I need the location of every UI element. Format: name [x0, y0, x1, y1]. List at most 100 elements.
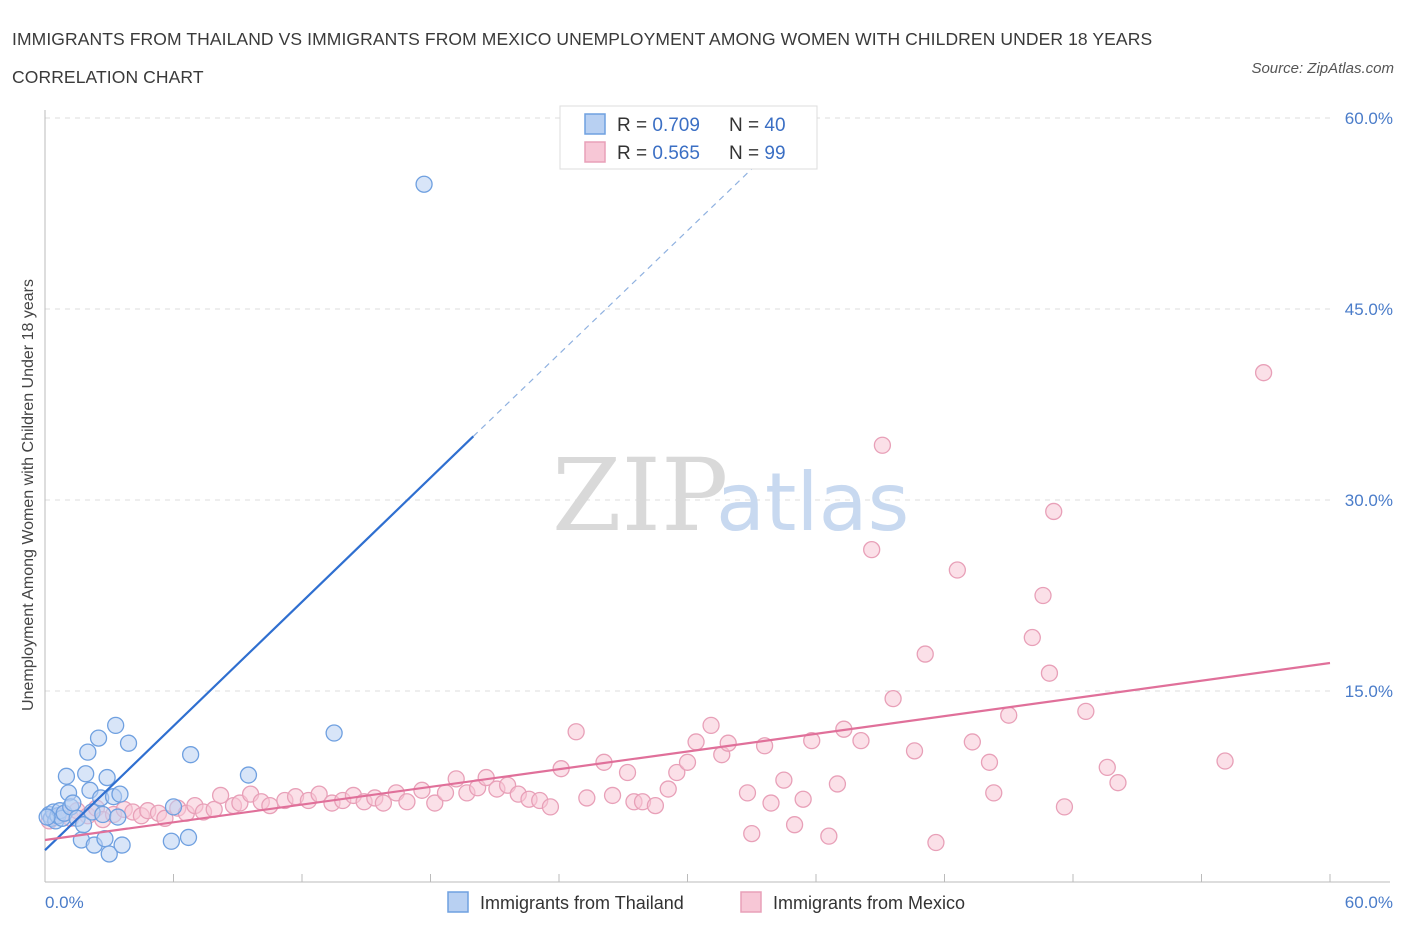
svg-text:N = 40: N = 40 [729, 115, 786, 136]
point-mexico-78 [852, 732, 870, 750]
point-thailand-29 [111, 785, 129, 803]
point-mexico-75 [820, 827, 838, 845]
legend-n-mexico: 99 [764, 143, 785, 164]
point-mexico-40 [436, 784, 455, 802]
point-mexico-60 [659, 780, 677, 798]
x-tick-label-0: 0.0% [45, 893, 84, 912]
point-mexico-91 [1034, 586, 1052, 605]
watermark-atlas: atlas [716, 456, 909, 549]
legend-n-thailand: 40 [764, 115, 785, 136]
point-mexico-37 [398, 793, 416, 811]
chart-title: IMMIGRANTS FROM THAILAND VS IMMIGRANTS F… [12, 29, 1153, 87]
legend-r-thailand: 0.709 [652, 115, 700, 136]
point-mexico-82 [905, 742, 924, 760]
point-thailand-36 [239, 766, 258, 784]
watermark-zip: ZIP [552, 437, 728, 554]
point-mexico-90 [1023, 628, 1041, 647]
point-mexico-56 [618, 763, 637, 782]
legend-swatch-thailand [584, 113, 606, 135]
point-thailand-22 [94, 805, 112, 824]
trend-lines [44, 168, 1331, 851]
bottom-legend-label-thailand[interactable]: Immigrants from Thailand [480, 893, 684, 913]
point-mexico-94 [1055, 798, 1074, 816]
point-mexico-39 [426, 794, 444, 812]
point-thailand-25 [100, 845, 118, 863]
point-mexico-70 [762, 794, 780, 812]
source-label: Source: ZipAtlas.com [1251, 60, 1394, 77]
point-thailand-37 [325, 724, 343, 742]
point-mexico-80 [873, 436, 892, 454]
svg-text:R = 0.565: R = 0.565 [617, 143, 700, 164]
point-thailand-16 [79, 743, 97, 761]
point-mexico-95 [1077, 702, 1095, 721]
point-mexico-96 [1098, 758, 1116, 777]
point-mexico-20 [211, 786, 230, 805]
point-thailand-39 [38, 808, 56, 826]
point-thailand-32 [162, 832, 181, 850]
point-mexico-86 [963, 733, 981, 751]
point-mexico-59 [646, 796, 665, 815]
bottom-legend: Immigrants from Thailand Immigrants from… [447, 891, 965, 913]
point-mexico-73 [794, 790, 812, 808]
trend-line-mexico [44, 661, 1331, 842]
point-mexico-81 [884, 689, 902, 708]
point-mexico-61 [668, 763, 686, 782]
point-mexico-66 [719, 734, 737, 752]
point-mexico-72 [785, 816, 804, 834]
grid-lines [45, 117, 1330, 692]
point-mexico-93 [1045, 502, 1063, 521]
point-mexico-98 [1216, 752, 1234, 770]
legend-r-mexico: 0.565 [652, 143, 700, 164]
point-mexico-71 [775, 771, 793, 789]
point-thailand-8 [57, 767, 76, 785]
point-thailand-20 [89, 729, 108, 747]
point-mexico-68 [743, 824, 761, 843]
legend-r-label-mexico: R = [617, 143, 652, 164]
point-mexico-87 [980, 753, 999, 771]
point-mexico-64 [702, 716, 720, 735]
point-mexico-63 [687, 733, 705, 751]
point-thailand-15 [77, 765, 95, 783]
y-tick-label-0: 15.0% [1345, 682, 1393, 701]
bottom-legend-swatch-thailand[interactable] [447, 891, 469, 913]
point-mexico-38 [413, 781, 431, 799]
y-axis-title: Unemployment Among Women with Children U… [20, 279, 37, 711]
point-mexico-35 [374, 794, 393, 812]
point-mexico-55 [603, 786, 622, 805]
x-tick-label-1: 60.0% [1345, 893, 1393, 912]
legend-swatch-mexico [584, 141, 606, 163]
tick-labels: 15.0% 30.0% 45.0% 60.0% 0.0% 60.0% [45, 109, 1393, 912]
point-mexico-85 [948, 561, 966, 579]
point-mexico-79 [863, 541, 881, 559]
trend-line-thailand-extension [472, 168, 753, 437]
point-thailand-35 [181, 746, 200, 764]
point-thailand-14 [74, 816, 93, 834]
legend-box: R = 0.709 N = 40 R = 0.565 N = 99 [559, 105, 818, 170]
point-mexico-88 [985, 784, 1003, 802]
point-mexico-89 [1000, 706, 1018, 724]
point-mexico-67 [738, 784, 757, 802]
y-tick-label-2: 45.0% [1345, 300, 1393, 319]
point-mexico-50 [541, 798, 560, 816]
point-mexico-25 [261, 796, 279, 815]
svg-text:R = 0.709: R = 0.709 [617, 115, 700, 136]
point-mexico-84 [927, 833, 945, 852]
point-thailand-27 [107, 716, 125, 735]
legend-n-label-mexico: N = [729, 143, 764, 164]
point-thailand-38 [415, 175, 433, 193]
point-mexico-52 [567, 723, 585, 741]
point-mexico-76 [828, 775, 847, 793]
point-thailand-33 [164, 798, 183, 816]
point-thailand-11 [64, 794, 82, 812]
legend-n-label-thailand: N = [729, 115, 764, 136]
point-mexico-97 [1109, 774, 1127, 792]
point-thailand-34 [179, 828, 198, 847]
bottom-legend-label-mexico[interactable]: Immigrants from Mexico [773, 893, 965, 913]
point-mexico-99 [1254, 364, 1273, 382]
svg-text:N = 99: N = 99 [729, 143, 786, 164]
series-thailand-points [38, 175, 433, 863]
bottom-legend-swatch-mexico[interactable] [740, 891, 762, 913]
axes [44, 110, 1390, 883]
watermark: ZIP atlas [552, 437, 909, 554]
